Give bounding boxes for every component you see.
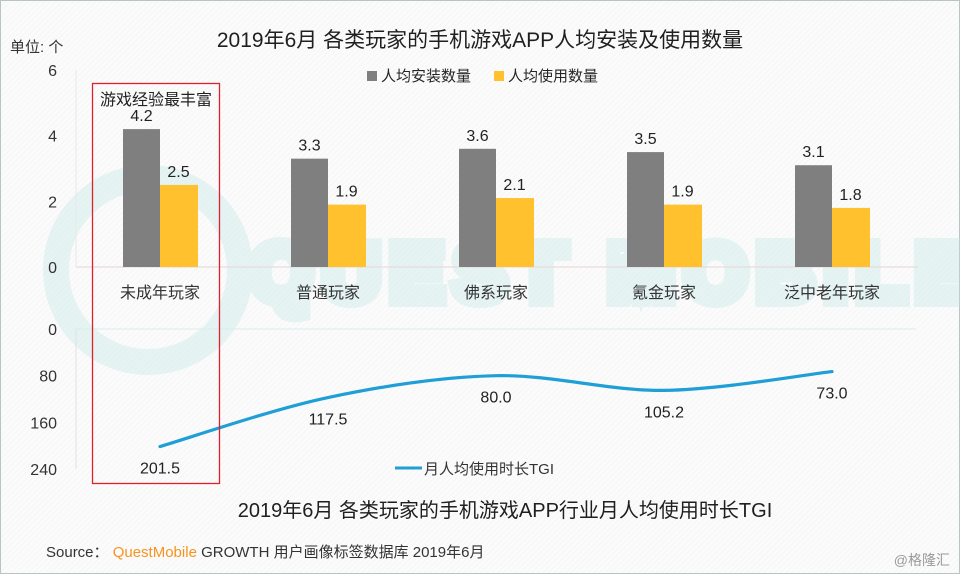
legend-label-use: 人均使用数量 [508,68,599,85]
line-y-tick-label: 240 [30,462,57,479]
data-label-use: 1.8 [839,187,861,204]
bar-install [795,165,832,267]
legend-label-tgi: 月人均使用时长TGI [424,461,554,478]
bar-use [328,204,366,267]
bar-install [459,148,496,267]
bar-y-tick-label: 6 [48,63,57,80]
source-brand: QuestMobile [112,544,197,561]
source-prefix: Source： [46,544,109,561]
data-label-install: 3.3 [298,138,320,155]
data-label-use: 1.9 [671,184,693,201]
bar-y-tick-label: 2 [48,194,57,211]
data-label-use: 2.5 [167,164,189,181]
tgi-data-label: 73.0 [816,386,847,403]
data-label-use: 1.9 [335,184,357,201]
data-label-use: 2.1 [503,177,525,194]
legend-swatch-install [367,70,377,81]
legend-item-install: 人均安装数量 [367,65,471,86]
highlight-annotation: 游戏经验最丰富 [100,91,212,109]
source-rest: GROWTH 用户画像标签数据库 2019年6月 [201,544,485,561]
bar-use [664,204,702,267]
bar-y-tick-label: 4 [48,129,57,146]
bar-y-tick-label: 0 [48,260,57,277]
source-note: Source： QuestMobile GROWTH 用户画像标签数据库 201… [46,541,484,562]
tgi-series-line [158,369,834,449]
bar-chart-title: 2019年6月 各类玩家的手机游戏APP人均安装及使用数量 [216,29,744,52]
category-label: 佛系玩家 [464,284,528,302]
tgi-data-label: 80.0 [480,390,511,407]
data-label-install: 3.1 [802,144,824,161]
line-chart-title: 2019年6月 各类玩家的手机游戏APP行业月人均使用时长TGI [237,500,773,522]
bar-install [123,129,160,267]
y-axis-unit-label: 单位: 个 [10,39,64,56]
data-label-install: 3.5 [634,131,656,148]
bar-install [291,158,328,267]
line-y-tick-label: 80 [39,369,57,386]
bar-use [160,184,198,267]
legend-label-install: 人均安装数量 [381,68,472,85]
tgi-data-label: 117.5 [309,412,348,429]
bar-install [627,152,664,267]
category-label: 未成年玩家 [120,284,200,302]
line-chart: 0 80 160 240 201.5 117.5 80.0 105.2 73.0 [30,322,916,479]
bar-use [832,207,870,267]
legend-swatch-use [494,70,504,81]
category-label: 泛中老年玩家 [784,284,880,302]
line-y-tick-label: 160 [30,415,57,432]
bar-use [496,198,534,267]
legend-item-use: 人均使用数量 [494,65,598,86]
category-label: 普通玩家 [296,284,360,302]
line-y-tick-label: 0 [48,322,57,339]
category-label: 氪金玩家 [632,284,696,302]
data-label-install: 4.2 [130,108,152,125]
credit-watermark: @格隆汇 [893,552,950,568]
data-label-install: 3.6 [466,128,488,145]
highlight-box [91,82,221,485]
tgi-data-label: 105.2 [644,404,684,421]
bar-chart: 0 2 4 6 4.2 3.3 3.6 3.5 3.1 2.5 1.9 2.1 1.9 1.8 未成年玩家 普… [48,63,918,302]
tgi-data-label: 201.5 [140,461,180,478]
